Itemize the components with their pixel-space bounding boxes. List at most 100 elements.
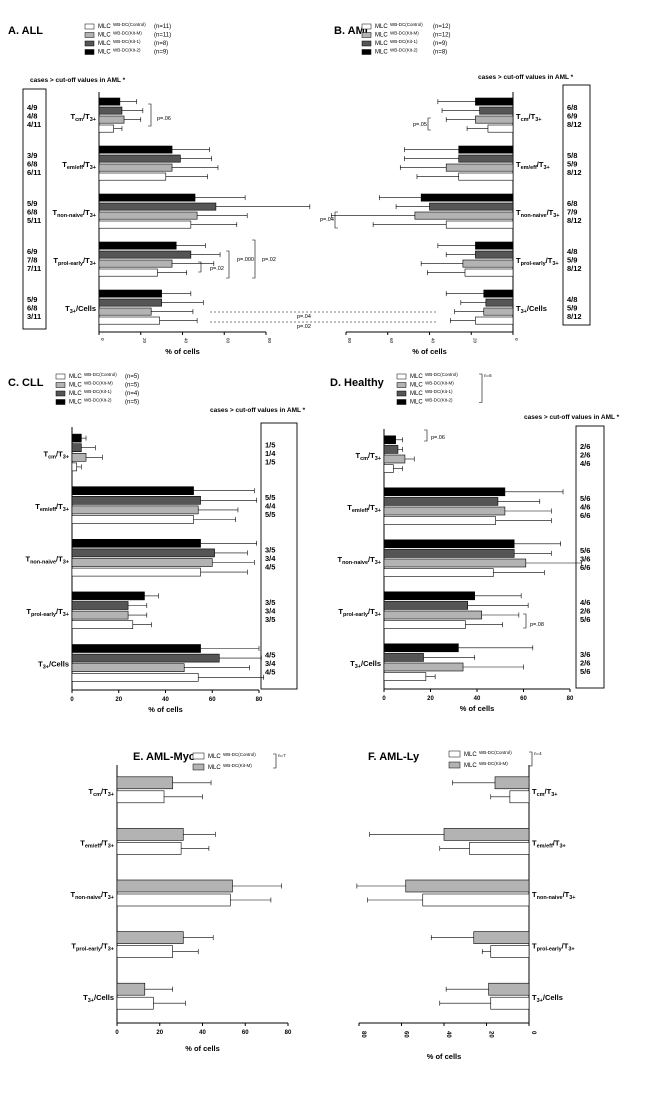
cutoff-case-value: 5/5 (265, 510, 275, 519)
p-value: p=.04 (320, 217, 334, 223)
p-value-annotations: p=.06 p=.02 p=.000 p=.02 p=.04 p=.02 (148, 103, 437, 330)
category-label-part: T (26, 607, 31, 616)
bar-emeff-kitm (445, 163, 514, 172)
legend-label-control: MLC (69, 374, 82, 380)
legend-swatch-control (396, 373, 407, 380)
category-label-cm: Tcm/T3+ (44, 449, 70, 460)
bar-nonnaive-kit2 (71, 538, 201, 548)
cutoff-header: cases > cut-off values in AML * (524, 414, 620, 421)
x-axis-title: % of cells (185, 1044, 220, 1053)
p-value: p=.02 (297, 324, 311, 330)
cutoff-header: cases > cut-off values in AML * (30, 77, 126, 84)
legend-label-kit1: MLC (410, 391, 423, 397)
bar-prolearly-control (464, 268, 514, 277)
cutoff-case-value: 3/4 (265, 554, 276, 563)
legend-label-kit2: MLC (410, 400, 423, 406)
category-label-part: /T (368, 503, 375, 512)
x-tick-label: 0 (115, 1030, 119, 1036)
x-tick-label: 0 (514, 338, 519, 341)
cutoff-case-value: 4/8 (27, 112, 37, 121)
cutoff-case-value: 4/9 (27, 103, 37, 112)
bar-cells-kit2 (98, 289, 162, 298)
category-label-part: T (70, 890, 75, 899)
x-tick-label: 80 (567, 696, 574, 702)
legend-superscript: WB-DC(Kit-M) (84, 380, 113, 385)
category-label-prolearly: Tprol-early/T3+ (53, 256, 96, 267)
cutoff-header: cases > cut-off values in AML * (478, 74, 574, 81)
category-label-part: /T (83, 160, 90, 169)
category-label-part: 3+ (559, 843, 565, 849)
category-label-part: 3+ (355, 664, 361, 670)
plot-area: 0 20 40 60 80% of cellsTcm/T3+Tem/eff/T3+Tno… (70, 765, 292, 1053)
panel-f-aml-ly: F. AML-Ly MLC WB-DC(Control)MLC WB-DC(Kit-… (356, 750, 576, 1061)
cutoff-case-value: 7/9 (567, 208, 577, 217)
cutoff-case-value: 8/12 (567, 216, 582, 225)
cutoff-case-value: 6/8 (567, 199, 577, 208)
legend-label-control: MLC (375, 24, 388, 30)
category-label-part: T (338, 607, 343, 616)
x-tick-label: 20 (488, 1031, 494, 1038)
legend-label-kit1: MLC (98, 41, 111, 47)
bar-emeff-kitm (383, 506, 506, 516)
x-tick-label: 40 (445, 1031, 451, 1038)
bar-emeff-kit2 (458, 145, 514, 154)
legend: MLC WB-DC(Control)MLC WB-DC(Kit-M)MLC WB-DC… (396, 372, 492, 406)
bar-nonnaive-control (422, 893, 530, 907)
category-label-part: prol-early (76, 946, 102, 952)
p-value: p=.06 (157, 116, 171, 122)
bar-cm-kitm (71, 452, 87, 462)
x-tick-label: 20 (156, 1030, 163, 1036)
cutoff-case-value: 1/5 (265, 440, 275, 449)
cutoff-case-value: 3/11 (27, 312, 41, 321)
category-label-part: T (516, 208, 521, 217)
sig-bracket (148, 103, 152, 127)
cutoff-case-value: 8/12 (567, 120, 582, 129)
bar-cells-control (490, 996, 530, 1010)
x-tick-label: 60 (225, 338, 230, 344)
bar-emeff-kitm (71, 505, 199, 515)
category-label-part: non-naive (57, 213, 83, 219)
category-label-part: 3+ (90, 261, 96, 267)
category-label-nonnaive: Tnon-naive/T3+ (52, 208, 96, 219)
cutoff-case-value: 5/9 (27, 199, 37, 208)
legend-superscript: WB-DC(Kit-2) (113, 47, 141, 52)
bar-prolearly-kit1 (71, 601, 129, 610)
legend-label-kitm: MLC (464, 763, 477, 769)
category-label-part: /Cells (76, 304, 96, 313)
category-label-part: 3+ (90, 117, 96, 123)
bar-cells-kitm (116, 982, 146, 996)
legend-swatch-kit1 (84, 40, 95, 47)
category-label-part: T (516, 160, 521, 169)
category-label-part: cm (360, 456, 368, 462)
legend-label-kit2: MLC (69, 400, 82, 406)
cutoff-case-value: 5/9 (567, 304, 577, 313)
category-label-part: T (89, 787, 94, 796)
panel-title: A. ALL (8, 25, 43, 37)
category-label-part: 3+ (63, 506, 69, 512)
category-label-part: non-naive (75, 895, 101, 901)
category-label-prolearly: Tprol-early/T3+ (338, 607, 381, 618)
category-label-part: T (350, 659, 355, 668)
category-label-part: T (516, 112, 521, 121)
bar-cm-kitm (494, 776, 530, 790)
legend-swatch-kit2 (396, 399, 407, 405)
sig-bracket (427, 117, 431, 131)
cutoff-case-value: 5/6 (580, 546, 590, 555)
bar-nonnaive-kitm (383, 558, 527, 568)
cutoff-case-value: 6/9 (567, 112, 577, 121)
legend-swatch-control (361, 23, 372, 30)
category-label-part: /T (547, 208, 554, 217)
legend-bracket (529, 751, 533, 767)
bar-prolearly-kitm (383, 610, 482, 620)
x-tick-label: 60 (389, 338, 394, 344)
p-value: p=.02 (210, 266, 224, 272)
legend-superscript: WB-DC(Kit-M) (223, 763, 252, 768)
legend-n: (n=12) (433, 33, 451, 39)
legend-superscript: WB-DC(Control) (113, 22, 146, 27)
cutoff-case-value: 3/4 (265, 659, 276, 668)
bar-cells-control (116, 996, 154, 1010)
bar-cm-kitm (475, 115, 514, 124)
cutoff-case-value: 1/4 (265, 449, 276, 458)
cutoff-case-value: 4/4 (265, 501, 276, 510)
x-axis-title: % of cells (148, 705, 183, 714)
